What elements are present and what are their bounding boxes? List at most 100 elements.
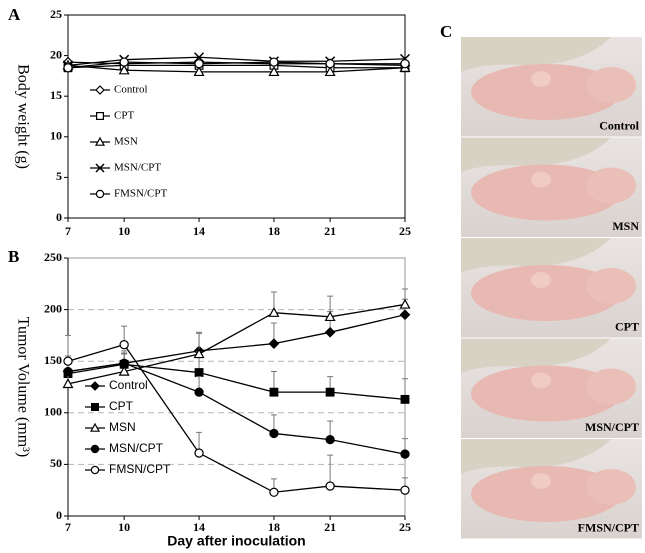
data-point <box>324 66 336 77</box>
glove <box>461 338 611 374</box>
legend-marker <box>95 85 105 95</box>
data-point <box>324 326 336 338</box>
y-tick-label: 200 <box>44 301 62 315</box>
y-tick-label: 15 <box>50 88 62 102</box>
mouse-head <box>586 167 636 204</box>
legend-marker <box>95 189 105 199</box>
legend-marker <box>95 111 104 120</box>
legend-label: MSN <box>109 420 136 434</box>
glove <box>461 439 611 474</box>
y-tick-label: 50 <box>50 456 62 470</box>
data-point <box>118 64 130 75</box>
y-tick-label: 150 <box>44 353 62 367</box>
legend-label: CPT <box>114 110 134 122</box>
legend-marker <box>89 422 101 432</box>
y-tick-label: 0 <box>56 210 62 224</box>
x-tick-label: 14 <box>193 224 205 238</box>
data-point <box>268 306 280 317</box>
x-tick-label: 14 <box>193 520 205 534</box>
tumor <box>531 272 551 288</box>
data-point <box>268 66 280 77</box>
panel-label: B <box>8 247 19 266</box>
photo-label: MSN/CPT <box>585 420 639 434</box>
data-point <box>269 428 279 439</box>
data-point <box>63 63 73 73</box>
y-tick-label: 100 <box>44 405 62 419</box>
y-tick-label: 5 <box>56 169 62 183</box>
mouse-head <box>586 268 636 304</box>
y-axis-label: Tumor Volume (mm³) <box>14 317 31 458</box>
data-point <box>268 338 280 350</box>
x-tick-label: 7 <box>65 520 71 534</box>
y-tick-label: 25 <box>50 7 62 21</box>
mouse-body <box>471 365 621 422</box>
y-tick-label: 20 <box>50 47 62 61</box>
mouse-body <box>471 164 621 221</box>
mouse-head <box>586 469 636 505</box>
legend-label: Control <box>109 378 148 392</box>
x-tick-label: 18 <box>268 520 280 534</box>
data-point <box>400 449 410 459</box>
data-point <box>63 366 73 377</box>
x-tick-label: 25 <box>399 520 411 534</box>
series-line <box>67 56 406 66</box>
y-tick-label: 10 <box>50 129 62 143</box>
legend-marker <box>94 136 106 146</box>
legend-label: CPT <box>109 399 134 413</box>
mouse-head <box>586 368 636 405</box>
mouse-body <box>471 265 621 321</box>
y-tick-label: 250 <box>44 250 62 264</box>
data-point <box>62 378 74 389</box>
legend-marker <box>90 444 100 454</box>
x-tick-label: 10 <box>118 224 130 238</box>
glove <box>461 37 611 72</box>
data-point <box>193 348 205 359</box>
photo-label: Control <box>599 118 639 132</box>
data-point <box>325 481 335 491</box>
data-point <box>269 57 279 67</box>
data-point <box>400 59 410 69</box>
data-point <box>400 394 410 404</box>
data-point <box>194 387 204 397</box>
data-point <box>269 387 279 397</box>
legend-label: FMSN/CPT <box>109 462 171 476</box>
series-line <box>67 64 406 73</box>
tumor <box>531 372 551 389</box>
series-line <box>67 314 406 373</box>
legend-label: MSN/CPT <box>114 162 161 174</box>
x-axis-label: Day after inoculation <box>167 533 305 549</box>
photo-label: FMSN/CPT <box>578 520 639 534</box>
legend-marker <box>90 381 100 391</box>
legend-label: MSN/CPT <box>109 441 164 455</box>
data-point <box>325 59 335 69</box>
data-point <box>399 309 411 321</box>
data-point <box>194 59 204 69</box>
y-tick-label: 0 <box>56 508 62 522</box>
y-axis-label: Body weight (g) <box>14 64 31 169</box>
mouse-body <box>471 64 621 120</box>
panel-label: C <box>440 22 452 41</box>
photo-panel: Control MSN CPT MSN/CPT FMSN/CPT <box>461 37 642 539</box>
tumor <box>531 473 551 489</box>
data-point <box>194 448 204 458</box>
series-line <box>67 362 406 455</box>
data-point <box>399 298 411 309</box>
series-line <box>67 343 406 493</box>
series-line <box>67 64 405 69</box>
legend-marker <box>95 163 105 173</box>
mouse-head <box>586 67 636 103</box>
data-point <box>119 358 129 368</box>
x-tick-label: 18 <box>268 224 280 238</box>
data-point <box>118 365 130 376</box>
glove <box>461 238 611 273</box>
tumor <box>531 171 551 188</box>
x-tick-label: 25 <box>399 224 411 238</box>
tumor <box>531 71 551 87</box>
series-line <box>67 303 406 385</box>
legend-label: Control <box>114 84 148 96</box>
error-bar <box>327 454 334 487</box>
legend-label: FMSN/CPT <box>114 188 167 200</box>
data-point <box>325 387 335 397</box>
data-point <box>63 356 73 366</box>
